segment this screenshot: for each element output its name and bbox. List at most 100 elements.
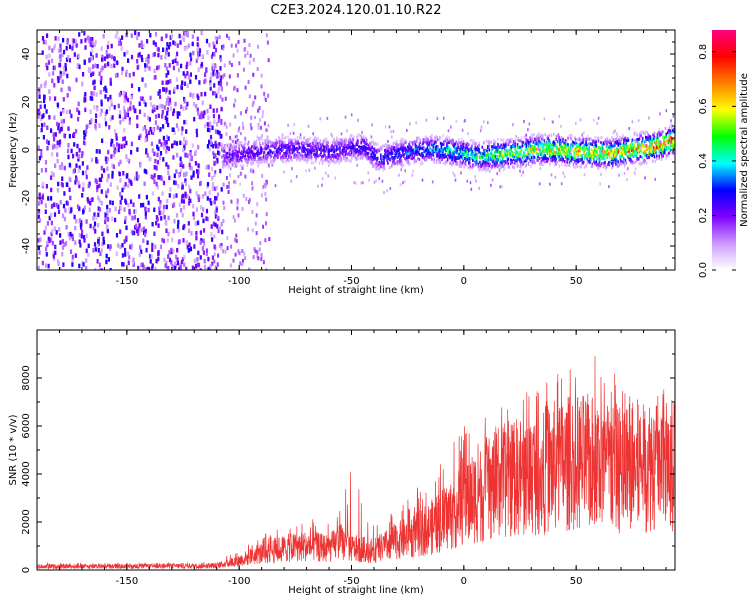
heat-cell [537, 155, 539, 159]
heat-cell [272, 144, 274, 148]
heat-cell [512, 123, 514, 127]
heat-cell [331, 134, 333, 138]
heat-cell [624, 136, 627, 140]
heat-cell [169, 100, 172, 105]
heat-cell [451, 153, 454, 157]
heat-cell [364, 146, 366, 150]
heat-cell [357, 156, 359, 160]
heat-cell [529, 143, 531, 147]
heat-cell [229, 122, 232, 127]
heat-cell [232, 258, 235, 263]
heat-cell [335, 155, 337, 159]
heat-cell [520, 149, 523, 153]
heat-cell [256, 67, 259, 71]
heat-cell [387, 149, 390, 153]
heat-cell [138, 135, 141, 140]
heat-cell [534, 161, 536, 165]
heat-cell [160, 36, 163, 42]
heat-cell [416, 153, 418, 156]
heat-cell [466, 141, 469, 145]
heat-cell [254, 155, 256, 159]
heat-cell [490, 151, 493, 155]
heat-cell [88, 207, 91, 212]
heat-cell [609, 140, 612, 144]
heat-cell [65, 45, 68, 51]
heat-cell [136, 147, 139, 152]
heat-cell [153, 68, 156, 74]
heat-cell [229, 148, 231, 151]
heat-cell [71, 259, 74, 264]
heat-cell [217, 192, 220, 197]
heat-cell [259, 118, 262, 122]
heat-cell [251, 161, 254, 165]
heat-cell [37, 238, 40, 243]
heat-cell [279, 148, 281, 151]
heat-cell [110, 142, 113, 147]
heat-cell [222, 46, 225, 51]
heat-cell [251, 186, 254, 191]
heat-cell [128, 255, 131, 260]
heat-cell [230, 244, 233, 249]
heat-cell [313, 144, 315, 148]
heat-cell [512, 157, 515, 161]
heat-cell [249, 168, 252, 173]
heat-cell [505, 139, 508, 143]
heat-cell [257, 150, 259, 154]
heat-cell [531, 161, 534, 165]
heat-cell [496, 172, 498, 176]
heat-cell [181, 212, 184, 218]
heat-cell [189, 61, 192, 66]
heat-cell [100, 75, 103, 81]
heat-cell [555, 162, 557, 166]
heat-cell [493, 160, 495, 164]
heat-cell [234, 151, 237, 155]
heat-cell [87, 252, 90, 257]
heat-cell [626, 144, 628, 148]
heat-cell [78, 233, 81, 238]
heat-cell [514, 159, 517, 163]
heat-cell [408, 151, 410, 154]
heat-cell [532, 140, 535, 144]
heat-cell [211, 186, 214, 191]
heat-cell [109, 182, 112, 187]
heat-cell [182, 193, 185, 199]
heat-cell [601, 146, 604, 150]
heat-cell [489, 169, 491, 173]
heat-cell [215, 39, 218, 45]
heat-cell [384, 149, 386, 152]
heat-cell [185, 129, 188, 134]
heat-cell [122, 136, 125, 142]
heat-cell [157, 223, 160, 228]
heat-cell [43, 104, 46, 109]
heat-cell [312, 132, 314, 136]
heat-cell [513, 166, 516, 170]
heat-cell [326, 155, 329, 159]
heat-cell [228, 155, 230, 159]
heat-cell [615, 149, 618, 153]
heat-cell [501, 185, 503, 189]
heat-cell [325, 137, 328, 141]
heat-cell [479, 129, 482, 133]
heat-cell [431, 180, 434, 184]
heat-cell [409, 122, 411, 126]
heat-cell [109, 200, 112, 205]
heat-cell [336, 159, 339, 163]
heat-cell [102, 34, 105, 39]
heat-cell [172, 194, 175, 199]
heat-cell [283, 170, 285, 174]
heat-cell [338, 143, 340, 147]
heat-cell [118, 209, 121, 215]
heat-cell [405, 140, 407, 144]
heat-cell [637, 158, 639, 161]
heat-cell [216, 122, 219, 127]
heat-cell [550, 173, 553, 177]
heat-cell [262, 155, 265, 159]
heat-cell [226, 246, 229, 251]
heat-cell [107, 61, 110, 67]
heat-cell [185, 140, 188, 145]
heat-cell [626, 150, 628, 154]
heat-cell [185, 64, 188, 70]
heat-cell [288, 159, 290, 163]
heat-cell [234, 98, 237, 103]
heat-cell [194, 221, 197, 226]
